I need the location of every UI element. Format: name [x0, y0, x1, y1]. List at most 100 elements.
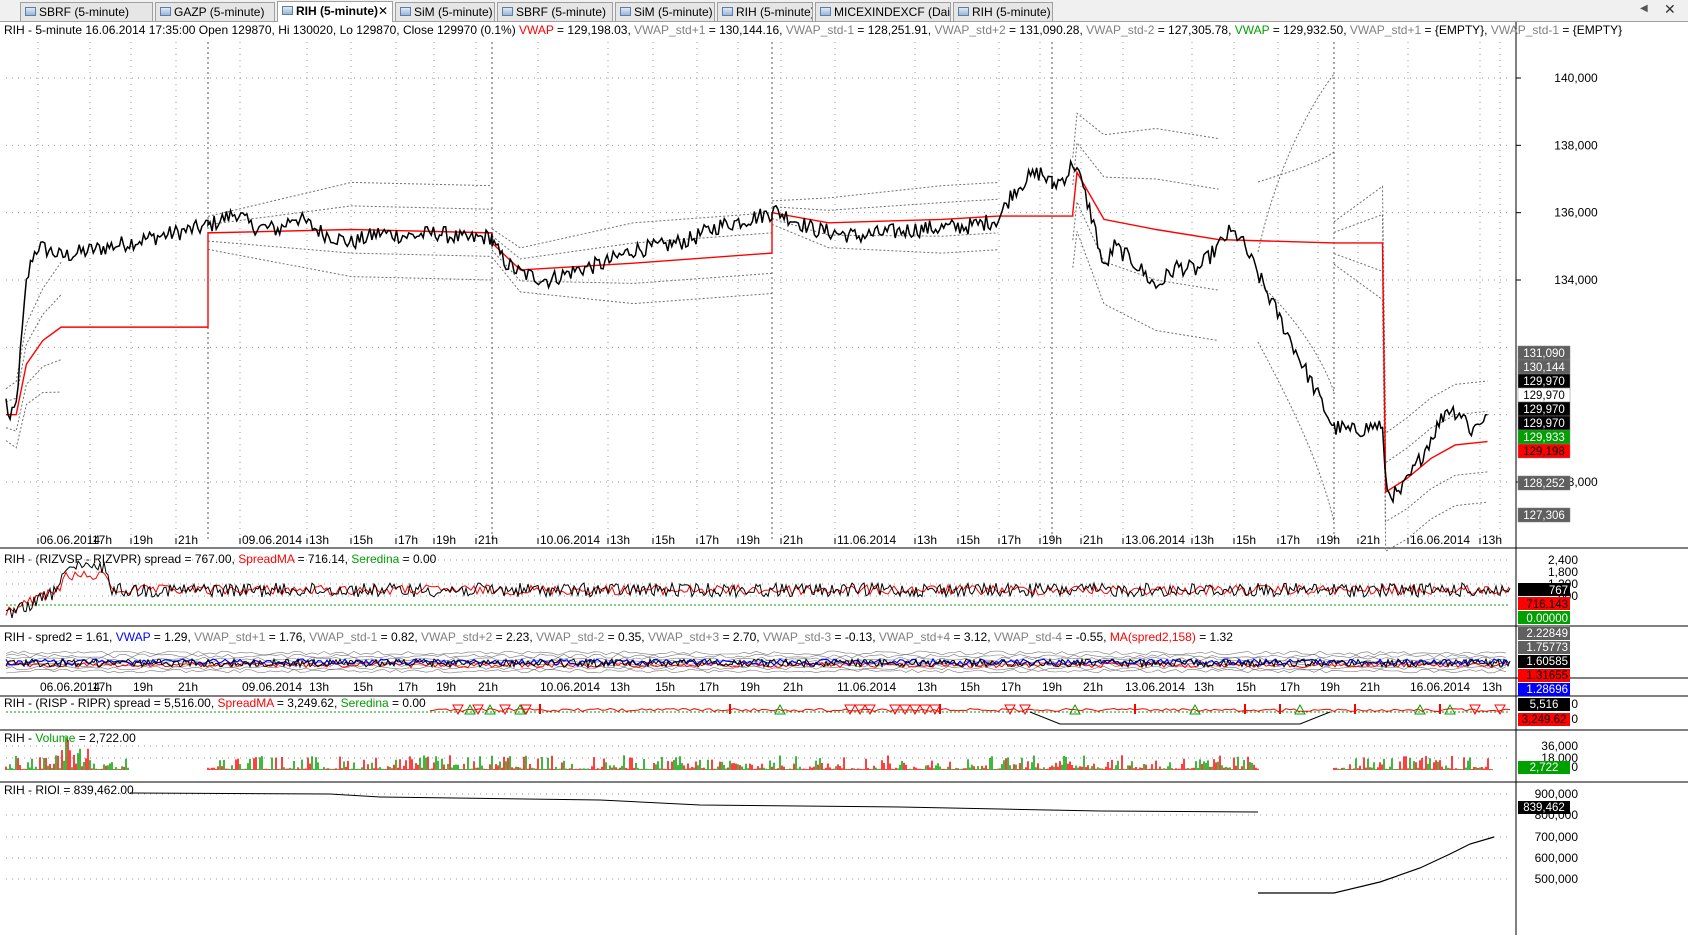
price-tag-label: 129,970	[1523, 376, 1565, 388]
x-tick-label: 16.06.2014	[1410, 533, 1470, 547]
vwap-upper-band	[5, 141, 1488, 464]
chart-tab-icon	[820, 7, 831, 16]
x-tick-label: 19h	[740, 533, 760, 547]
tab-4[interactable]: SBRF (5-minute)	[497, 2, 613, 21]
signal-down-icon	[1019, 704, 1031, 716]
x-tick-label: 15h	[655, 533, 675, 547]
spred2-tag	[1518, 669, 1570, 682]
spread-tag	[1518, 597, 1570, 610]
tab-5[interactable]: SiM (5-minute)	[615, 2, 715, 21]
price-tag	[1517, 475, 1571, 491]
risp-tag	[1518, 698, 1570, 711]
price-tag	[1517, 507, 1571, 523]
tab-close-icon[interactable]: ✕	[377, 4, 388, 18]
tab-scroll-left-icon[interactable]: ◀	[1640, 3, 1648, 14]
y-tick-label: 500,000	[1535, 872, 1579, 886]
tab-label: RIH (5-minute)	[296, 4, 378, 18]
x-tick-label: 13h	[309, 680, 329, 694]
tab-7[interactable]: MICEXINDEXCF (Daily)	[815, 2, 951, 21]
x-tick-label: 15h	[655, 680, 675, 694]
y-tick-label: 1,800	[1548, 565, 1578, 579]
signal-up-icon	[484, 703, 496, 715]
spread-tag-label: 716.143	[1526, 599, 1568, 611]
chart-canvas[interactable]: RIH - 5-minute 16.06.2014 17:35:00 Open …	[0, 22, 1688, 935]
x-tick-label: 19h	[436, 680, 456, 694]
x-tick-label: 17h	[1001, 680, 1021, 694]
tab-1[interactable]: GAZP (5-minute)	[155, 2, 275, 21]
vwap-upper-band	[1257, 151, 1335, 183]
x-tick-label: 19h	[1042, 533, 1062, 547]
x-tick-label: 17h	[1280, 533, 1300, 547]
signal-up-icon	[1294, 703, 1306, 715]
x-tick-label: 06.06.2014	[40, 533, 100, 547]
price-tag-label: 128,252	[1523, 478, 1565, 490]
signal-down-icon	[909, 704, 921, 716]
tab-label: GAZP (5-minute)	[174, 5, 265, 19]
tab-2[interactable]: RIH (5-minute) ✕	[277, 1, 393, 22]
tab-8[interactable]: RIH (5-minute)	[953, 2, 1053, 21]
x-tick-label: 19h	[133, 533, 153, 547]
chart-area[interactable]: RIH - 5-minute 16.06.2014 17:35:00 Open …	[0, 22, 1688, 935]
rioi-tag	[1518, 801, 1570, 814]
signal-down-icon	[499, 704, 511, 716]
tab-6[interactable]: RIH (5-minute)	[717, 2, 813, 21]
y-tick-label: 700,000	[1535, 830, 1579, 844]
x-tick-label: 21h	[178, 533, 198, 547]
x-tick-label: 17h	[398, 533, 418, 547]
spread-tag	[1518, 611, 1570, 624]
chart-tab-icon	[25, 7, 36, 16]
y-tick-label: 0	[1571, 760, 1578, 774]
signal-down-icon	[472, 704, 484, 716]
x-tick-label: 21h	[478, 680, 498, 694]
spred2-tag	[1518, 683, 1570, 696]
volume-up-bars	[7, 737, 1493, 770]
price-tag-label: 129,970	[1523, 390, 1565, 402]
x-tick-label: 17h	[398, 680, 418, 694]
tab-0[interactable]: SBRF (5-minute)	[20, 2, 153, 21]
risp-tag-label: 5,516	[1530, 699, 1559, 711]
tab-label: RIH (5-minute)	[972, 5, 1051, 19]
signal-up-icon	[1444, 703, 1456, 715]
x-tick-label: 13h	[610, 680, 630, 694]
x-tick-label: 11.06.2014	[837, 533, 896, 547]
x-tick-label: 13h	[917, 680, 937, 694]
x-tick-label: 17h	[1001, 533, 1021, 547]
price-tag-label: 129,970	[1523, 404, 1565, 416]
x-tick-label: 13h	[610, 533, 630, 547]
x-tick-label: 21h	[1083, 533, 1103, 547]
signal-down-icon	[1004, 704, 1016, 716]
y-tick-label: 136,000	[1554, 206, 1598, 220]
spred2-tag-label: 1.75773	[1526, 642, 1568, 654]
spread-line	[5, 560, 1511, 619]
rioi-panel-header: RIH - RIOI = 839,462.00	[4, 783, 134, 797]
x-tick-label: 17h	[92, 680, 112, 694]
price-tag-label: 129,970	[1523, 418, 1565, 430]
x-tick-label: 16.06.2014	[1410, 680, 1470, 694]
signal-down-icon	[889, 704, 901, 716]
x-tick-label: 17h	[699, 680, 719, 694]
x-tick-label: 19h	[1042, 680, 1062, 694]
main-chart-header: RIH - 5-minute 16.06.2014 17:35:00 Open …	[4, 23, 1622, 37]
signal-up-icon	[1189, 703, 1201, 715]
volume-tag	[1518, 761, 1570, 774]
x-tick-label: 17h	[92, 533, 112, 547]
price-tag-label: 130,144	[1523, 362, 1565, 374]
x-tick-label: 17h	[699, 533, 719, 547]
spred2-band	[5, 656, 1507, 662]
spred2-tag-label: 1.28696	[1526, 684, 1568, 696]
y-tick-label: 0	[1571, 712, 1578, 726]
signal-up-icon	[774, 703, 786, 715]
spred2-line	[5, 657, 1511, 669]
x-tick-label: 13h	[1194, 680, 1214, 694]
price-tag-label: 127,306	[1523, 510, 1565, 522]
price-tag-label: 129,198	[1523, 446, 1565, 458]
signal-down-icon	[854, 704, 866, 716]
chart-tab-icon	[400, 7, 411, 16]
spred2-band	[5, 665, 1507, 671]
tab-3[interactable]: SiM (5-minute)	[395, 2, 495, 21]
close-window-icon[interactable]: ✕	[1664, 1, 1676, 17]
spred2-panel-header: RIH - spred2 = 1.61, VWAP = 1.29, VWAP_s…	[4, 630, 1233, 644]
spred2-tag-label: 2.22849	[1526, 628, 1568, 640]
y-tick-label: 0	[1571, 697, 1578, 711]
x-tick-label: 06.06.2014	[40, 680, 100, 694]
